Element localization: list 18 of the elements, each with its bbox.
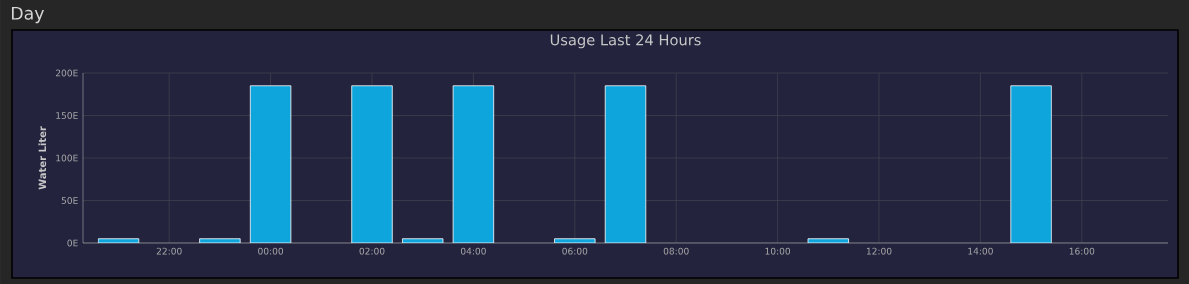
- y-tick-label: 50E: [61, 197, 78, 204]
- y-tick-label: 200E: [55, 69, 78, 77]
- y-axis-title: Water Liter: [38, 126, 47, 190]
- x-tick-label: 16:00: [1069, 247, 1095, 255]
- x-tick-label: 04:00: [460, 247, 486, 255]
- chart-title: Usage Last 24 Hours: [550, 34, 701, 49]
- y-tick-label: 150E: [56, 112, 78, 119]
- x-tick-label: 06:00: [562, 247, 588, 255]
- text: Day: [11, 6, 44, 24]
- x-tick-label: 02:00: [359, 247, 385, 255]
- x-tick-label: 10:00: [765, 247, 791, 255]
- y-tick-label: 100E: [56, 154, 78, 162]
- x-tick-label: 00:00: [258, 247, 284, 255]
- x-tick-label: 12:00: [866, 247, 892, 255]
- x-tick-label: 08:00: [663, 247, 689, 255]
- y-tick-label: 0E: [67, 239, 78, 247]
- x-tick-label: 22:00: [156, 247, 182, 255]
- x-tick-label: 14:00: [968, 247, 993, 255]
